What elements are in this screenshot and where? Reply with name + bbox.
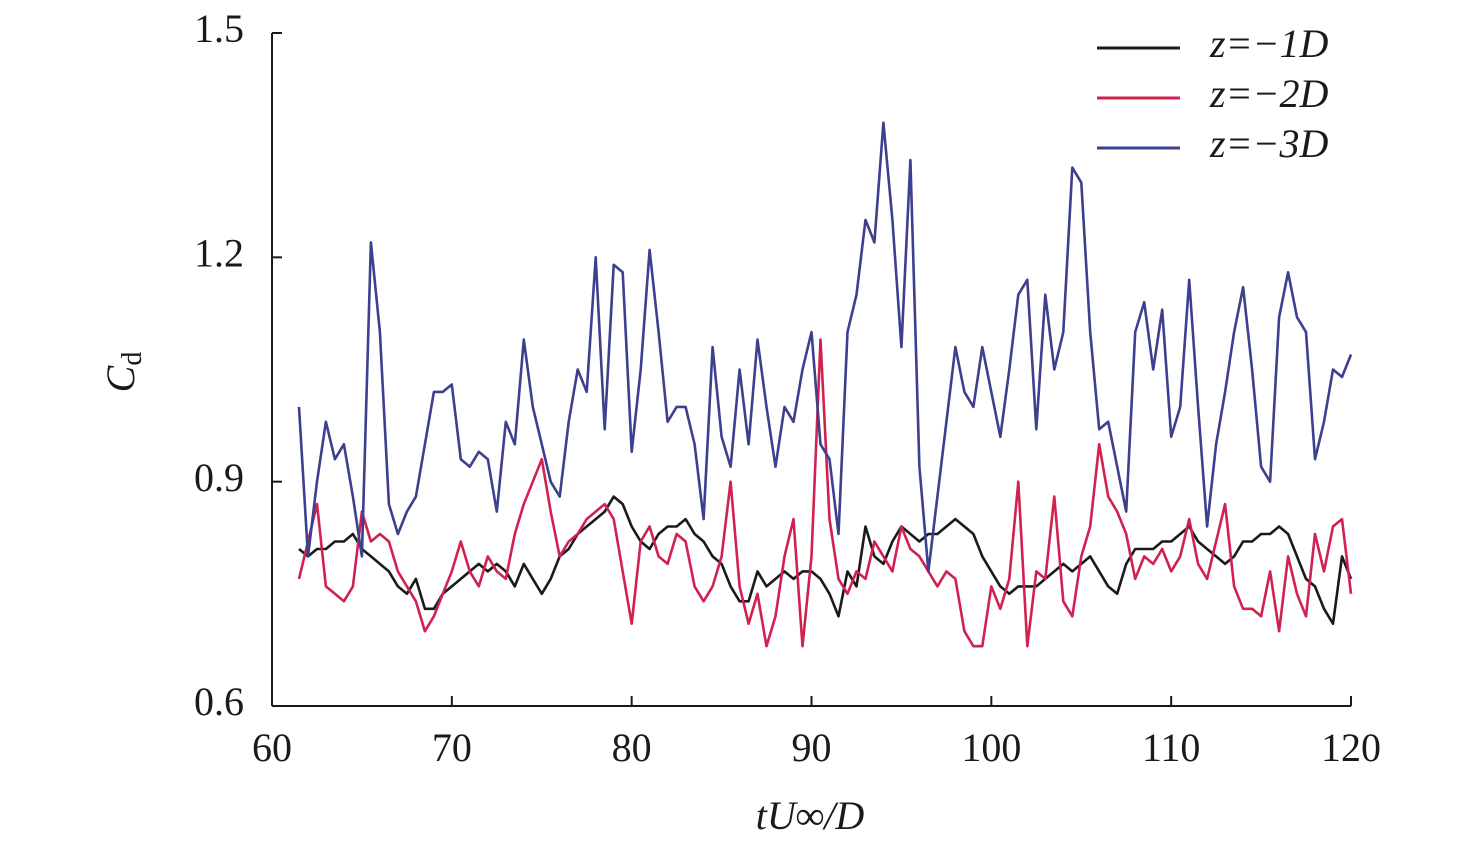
y-tick-label: 0.9 xyxy=(194,455,244,500)
x-tick-label: 90 xyxy=(792,725,832,770)
x-tick-label: 100 xyxy=(961,725,1021,770)
x-axis-label: tU∞/D xyxy=(756,793,865,838)
x-tick-label: 120 xyxy=(1321,725,1381,770)
legend-label: z=−2D xyxy=(1209,71,1329,116)
y-tick-label: 1.5 xyxy=(194,6,244,51)
x-tick-label: 60 xyxy=(252,725,292,770)
legend-label: z=−1D xyxy=(1209,21,1329,66)
x-tick-label: 70 xyxy=(432,725,472,770)
x-tick-label: 80 xyxy=(612,725,652,770)
x-tick-label: 110 xyxy=(1142,725,1201,770)
legend-label: z=−3D xyxy=(1209,121,1329,166)
series-line xyxy=(297,338,1353,648)
y-tick-label: 0.6 xyxy=(194,679,244,724)
y-label-main: C xyxy=(98,364,143,392)
y-axis-label: Cd xyxy=(98,352,148,393)
y-label-sub: d xyxy=(117,352,148,366)
series-line xyxy=(297,121,1353,573)
series-line xyxy=(298,495,1353,626)
y-tick-label: 1.2 xyxy=(194,231,244,276)
